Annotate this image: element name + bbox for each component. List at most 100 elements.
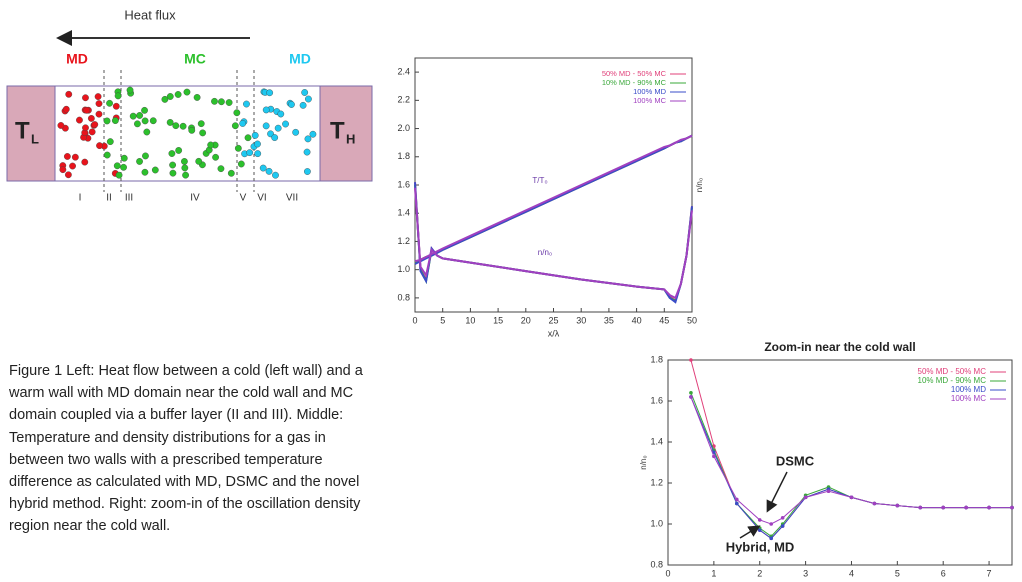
particle <box>181 164 189 172</box>
particle <box>218 98 225 106</box>
annotation-arrow <box>766 471 788 513</box>
particle <box>71 153 79 161</box>
x-tick-label: 1 <box>711 568 716 578</box>
particle <box>301 89 309 96</box>
legend-label: 10% MD - 90% MC <box>602 78 667 87</box>
particle <box>174 91 182 98</box>
particle <box>243 100 250 108</box>
x-tick-label: 2 <box>757 568 762 578</box>
caption-line: difference as calculated with MD, DSMC a… <box>9 474 360 491</box>
series-marker <box>780 516 785 520</box>
particle <box>143 128 151 136</box>
series-marker <box>1010 505 1014 510</box>
particle <box>63 153 71 160</box>
particle <box>106 138 114 146</box>
legend-label: 100% MD <box>951 385 986 394</box>
particle <box>65 90 73 98</box>
y-axis-label: n/n₀ <box>639 455 648 469</box>
caption-line: hybrid method. Right: zoom-in of the osc… <box>9 496 361 513</box>
particle <box>199 129 207 137</box>
y-tick-label: 1.6 <box>397 179 410 189</box>
particle <box>309 130 317 138</box>
particle <box>266 89 274 97</box>
particle <box>115 171 123 179</box>
y-tick-label: 1.8 <box>650 354 663 364</box>
caption-line: between two walls with a prescribed temp… <box>9 451 323 468</box>
y-tick-label: 0.8 <box>650 559 663 569</box>
y-tick-label: 1.4 <box>397 208 410 218</box>
particle <box>274 124 282 132</box>
particle <box>259 164 267 172</box>
caption-line: warm wall with MD domain near the cold w… <box>9 385 354 402</box>
particle <box>95 100 103 107</box>
particle <box>129 112 137 120</box>
legend-label: 50% MD - 50% MC <box>918 367 987 376</box>
particle <box>217 165 225 173</box>
annotation: Hybrid, MD <box>726 539 795 554</box>
y-tick-label: 1.2 <box>397 236 410 246</box>
particle <box>195 157 203 165</box>
particle <box>246 149 254 157</box>
x-axis-label: x/λ <box>548 328 560 338</box>
particle <box>288 101 295 108</box>
x-tick-label: 10 <box>465 315 475 325</box>
cold-wall-subscript: L <box>31 131 39 146</box>
chart-title: Zoom-in near the cold wall <box>764 340 915 354</box>
particle <box>166 119 174 126</box>
particle <box>237 160 245 168</box>
zone-label: VII <box>286 193 298 204</box>
zone-label: IV <box>190 193 200 204</box>
annotation-arrow <box>739 525 761 539</box>
zone-label: VI <box>257 193 266 204</box>
particle <box>304 168 311 175</box>
particle <box>126 86 134 94</box>
zone-label: II <box>106 193 112 204</box>
particle <box>277 110 285 118</box>
particle <box>292 128 300 136</box>
particle <box>179 122 187 130</box>
particle <box>95 110 103 118</box>
particle <box>91 121 99 128</box>
particle <box>81 158 89 166</box>
x-tick-label: 35 <box>604 315 614 325</box>
particle <box>62 105 70 113</box>
particle <box>82 124 89 132</box>
series-line <box>414 134 693 263</box>
plot-frame <box>667 359 1013 566</box>
x-tick-label: 25 <box>548 315 558 325</box>
region-label: MD <box>66 51 88 67</box>
particle <box>262 122 270 130</box>
legend-label: 100% MC <box>951 394 986 403</box>
particle <box>168 150 176 157</box>
legend-label: 100% MD <box>633 87 667 96</box>
particle <box>254 140 261 148</box>
series-line <box>414 187 693 300</box>
caption-line: Temperature and density distributions fo… <box>9 429 326 446</box>
x-tick-label: 7 <box>987 568 992 578</box>
particle <box>106 99 113 107</box>
series-marker <box>689 391 693 395</box>
series-marker <box>826 489 831 494</box>
series-marker <box>712 454 716 459</box>
x-tick-label: 4 <box>849 568 854 578</box>
particle <box>142 152 149 160</box>
series-marker <box>757 528 762 532</box>
annotation: n/n₀ <box>538 248 552 257</box>
particle <box>181 158 188 165</box>
particle <box>83 106 91 114</box>
x-tick-label: 5 <box>440 315 445 325</box>
particle <box>231 122 239 130</box>
particle <box>169 169 177 177</box>
y-tick-label: 2.0 <box>397 123 410 133</box>
particle <box>59 166 67 174</box>
particle <box>96 142 103 150</box>
particle <box>207 141 215 149</box>
x-tick-label: 45 <box>659 315 669 325</box>
particle <box>212 153 219 161</box>
y-tick-label: 1.4 <box>650 436 663 446</box>
legend-label: 10% MD - 90% MC <box>918 376 987 385</box>
particle <box>225 99 233 106</box>
hot-wall-subscript: H <box>346 131 355 146</box>
